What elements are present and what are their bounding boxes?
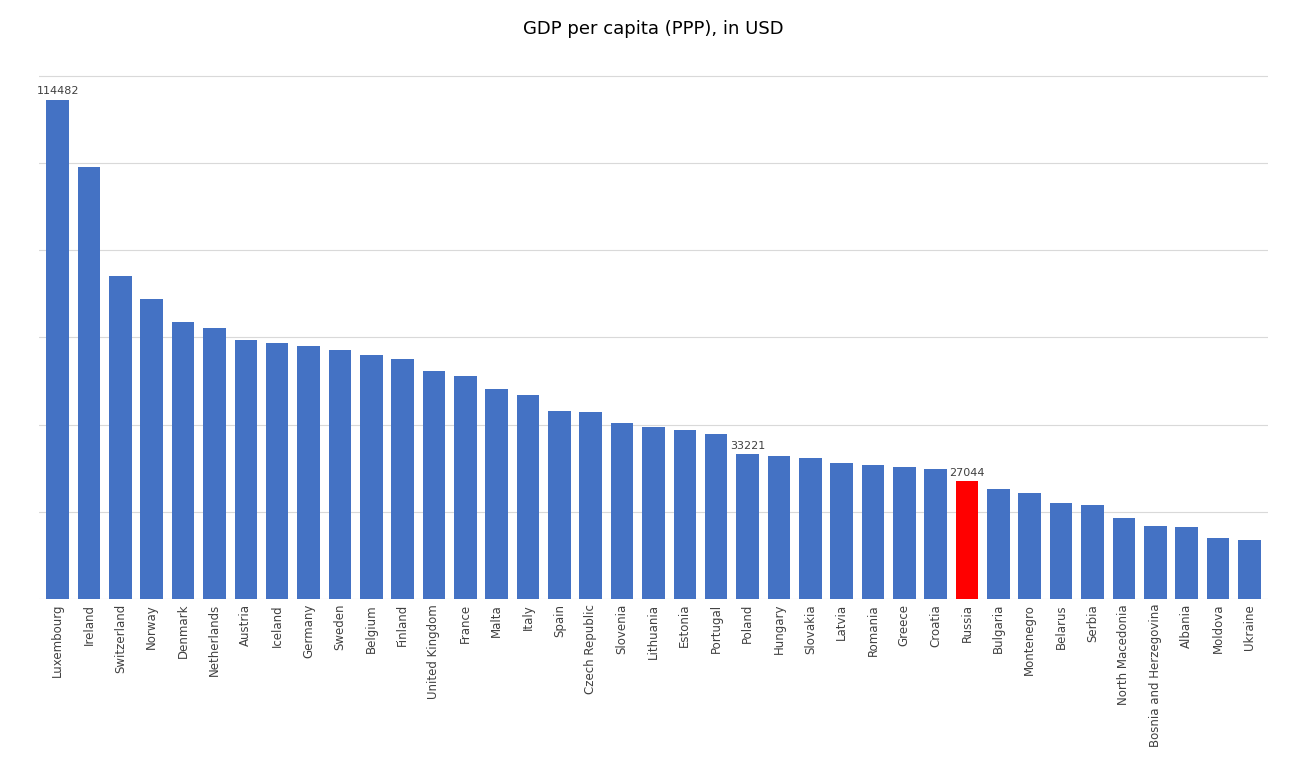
- Bar: [736, 454, 758, 599]
- Bar: [831, 463, 853, 599]
- Text: 27044: 27044: [950, 468, 985, 478]
- Bar: [798, 458, 822, 599]
- Bar: [109, 276, 132, 599]
- Bar: [298, 346, 320, 599]
- Bar: [141, 299, 163, 599]
- Bar: [1082, 505, 1104, 599]
- Text: 33221: 33221: [730, 441, 765, 451]
- Bar: [360, 355, 383, 599]
- Bar: [1049, 503, 1073, 599]
- Bar: [172, 323, 194, 599]
- Text: 114482: 114482: [36, 86, 79, 96]
- Bar: [234, 340, 258, 599]
- Bar: [1144, 526, 1166, 599]
- Bar: [1018, 494, 1042, 599]
- Bar: [485, 389, 509, 599]
- Title: GDP per capita (PPP), in USD: GDP per capita (PPP), in USD: [523, 20, 784, 38]
- Bar: [78, 167, 100, 599]
- Bar: [705, 434, 727, 599]
- Bar: [580, 412, 602, 599]
- Bar: [1175, 528, 1198, 599]
- Bar: [391, 359, 414, 599]
- Bar: [329, 350, 351, 599]
- Bar: [956, 481, 978, 599]
- Bar: [893, 467, 916, 599]
- Bar: [454, 376, 476, 599]
- Bar: [1238, 540, 1260, 599]
- Bar: [987, 488, 1009, 599]
- Bar: [1206, 538, 1229, 599]
- Bar: [516, 395, 540, 599]
- Bar: [862, 465, 884, 599]
- Bar: [674, 430, 696, 599]
- Bar: [265, 343, 289, 599]
- Bar: [611, 422, 633, 599]
- Bar: [203, 328, 225, 599]
- Bar: [767, 455, 791, 599]
- Bar: [549, 411, 571, 599]
- Bar: [47, 100, 69, 599]
- Bar: [423, 372, 445, 599]
- Bar: [642, 427, 665, 599]
- Bar: [924, 468, 947, 599]
- Bar: [1113, 518, 1135, 599]
